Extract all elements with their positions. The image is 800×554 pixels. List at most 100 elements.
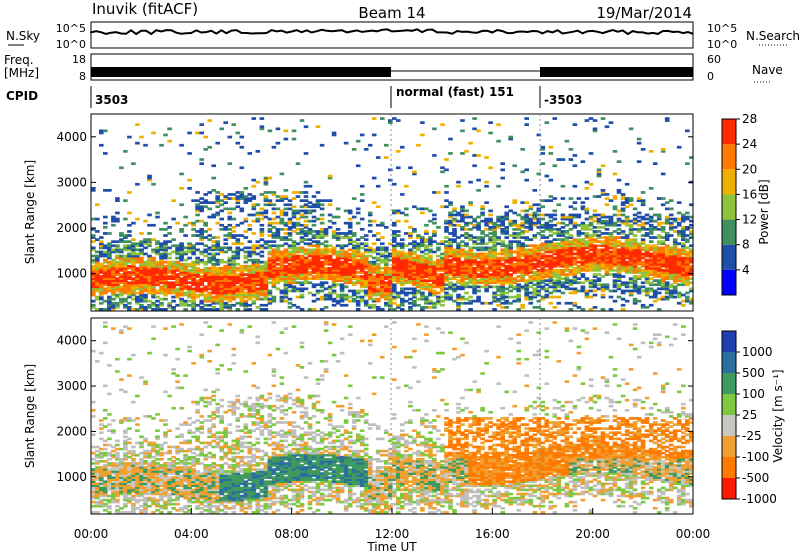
range-cell	[588, 152, 594, 155]
range-cell	[263, 271, 269, 274]
range-cell	[588, 279, 594, 282]
range-cell	[91, 217, 96, 221]
range-cell	[359, 283, 365, 287]
range-cell	[456, 285, 461, 289]
range-cell	[271, 256, 277, 260]
range-cell	[103, 504, 108, 508]
range-cell	[564, 250, 570, 254]
range-cell	[355, 254, 361, 258]
range-cell	[343, 285, 349, 289]
range-cell	[476, 248, 481, 252]
range-cell	[660, 148, 666, 151]
range-cell	[644, 228, 650, 231]
range-cell	[496, 223, 501, 227]
range-cell	[484, 301, 489, 305]
range-cell	[163, 289, 168, 293]
range-cell	[115, 246, 120, 250]
range-cell	[279, 217, 285, 221]
range-cell	[359, 275, 365, 278]
range-cell	[131, 238, 136, 241]
range-cell	[588, 215, 594, 219]
range-cell	[464, 260, 469, 264]
range-cell	[335, 277, 341, 280]
range-cell	[552, 271, 558, 274]
range-cell	[392, 223, 397, 227]
range-cell	[524, 168, 529, 172]
range-cell	[99, 242, 104, 246]
range-cell	[127, 135, 132, 139]
range-cell	[396, 295, 401, 299]
range-cell	[620, 264, 626, 268]
range-cell	[275, 254, 281, 258]
range-cell	[147, 271, 152, 274]
range-cell	[243, 295, 249, 299]
range-cell	[95, 492, 100, 496]
range-cell	[191, 291, 196, 295]
range-cell	[159, 258, 164, 262]
range-cell	[99, 451, 104, 455]
range-cell	[103, 498, 108, 502]
range-cell	[464, 232, 469, 235]
range-cell	[404, 287, 409, 291]
range-cell	[620, 246, 626, 250]
range-cell	[424, 230, 429, 233]
range-cell	[681, 252, 686, 256]
range-cell	[592, 252, 598, 256]
range-cell	[95, 267, 100, 270]
range-cell	[404, 277, 409, 280]
range-cell	[492, 291, 497, 295]
range-cell	[552, 285, 558, 289]
range-cell	[628, 246, 634, 250]
range-cell	[279, 197, 285, 200]
range-cell	[468, 254, 473, 258]
range-cell	[456, 213, 461, 217]
range-cell	[560, 252, 566, 256]
range-cell	[123, 236, 128, 239]
range-cell	[315, 254, 321, 258]
range-cell	[484, 287, 489, 291]
range-cell	[187, 293, 192, 297]
range-cell	[139, 256, 144, 260]
range-cell	[371, 285, 377, 289]
range-cell	[500, 295, 505, 299]
range-cell	[664, 260, 670, 264]
range-cell	[436, 226, 441, 229]
range-cell	[167, 262, 172, 266]
range-cell	[175, 221, 180, 225]
range-cell	[616, 228, 622, 231]
range-cell	[676, 262, 682, 266]
range-cell	[103, 425, 108, 428]
range-cell	[608, 232, 614, 235]
range-cell	[616, 267, 622, 270]
range-cell	[464, 271, 469, 274]
range-cell	[388, 119, 393, 122]
range-cell	[355, 244, 361, 248]
range-cell	[440, 260, 445, 264]
range-cell	[676, 256, 682, 260]
range-cell	[676, 260, 682, 264]
range-cell	[151, 287, 156, 291]
range-cell	[159, 297, 164, 301]
range-cell	[115, 277, 120, 280]
range-cell	[592, 219, 598, 223]
range-cell	[203, 236, 208, 239]
range-cell	[664, 295, 670, 299]
range-cell	[608, 252, 614, 256]
range-cell	[267, 291, 273, 295]
range-cell	[660, 285, 666, 289]
range-cell	[91, 482, 96, 486]
range-cell	[311, 254, 317, 258]
range-cell	[524, 258, 529, 262]
range-cell	[127, 234, 132, 237]
range-cell	[520, 215, 525, 219]
range-cell	[175, 295, 180, 299]
range-cell	[588, 285, 594, 289]
range-cell	[311, 240, 317, 243]
range-cell	[380, 279, 385, 282]
range-cell	[135, 277, 140, 280]
range-cell	[199, 236, 204, 239]
range-cell	[496, 242, 501, 246]
range-cell	[532, 250, 538, 254]
range-cell	[303, 275, 309, 278]
range-cell	[147, 254, 152, 258]
